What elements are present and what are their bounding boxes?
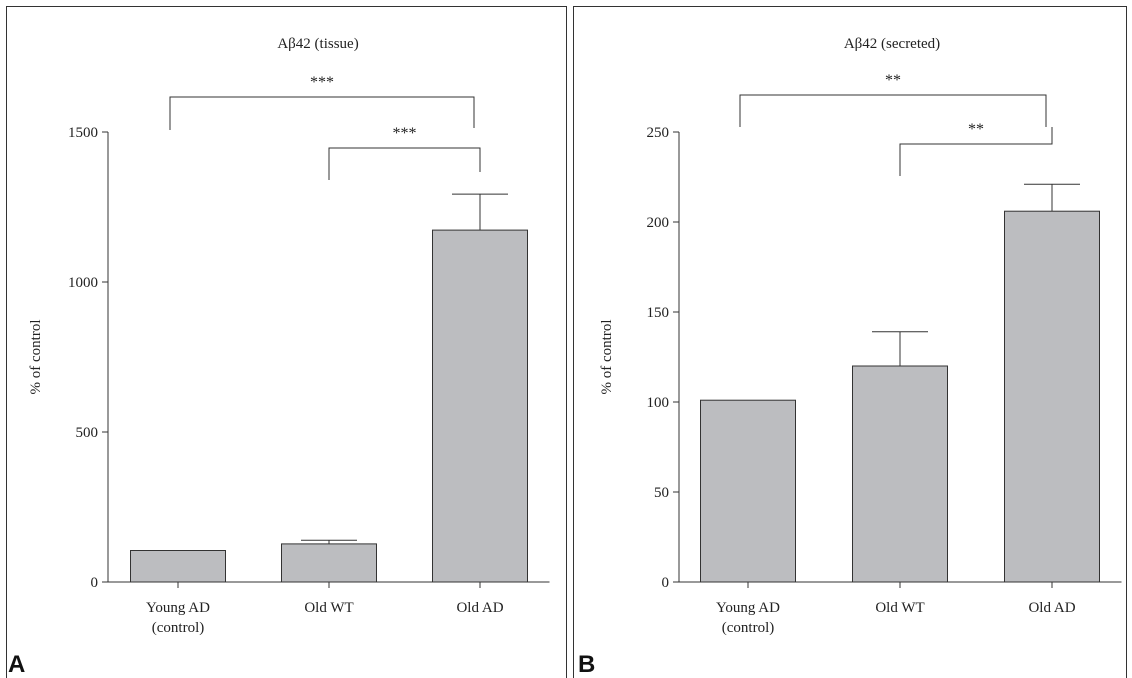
panel-b-y-tick-label: 0 [662,575,670,591]
panel-a-bar [281,543,377,583]
panel-b-significance-bracket [739,94,1047,127]
panel-a-chart-title: Aβ42 (tissue) [277,36,358,52]
panel-a-y-tick-label: 1500 [68,125,98,141]
panel-b-significance-label: ** [885,72,901,89]
panel-b-bar [1004,210,1100,583]
panel-b-x-tick-label: Old WT [875,600,924,616]
panel-b-y-axis-label: % of control [599,320,615,395]
panel-a-x-tick-label: Old AD [456,600,503,616]
panel-b-x-tick-label: Old AD [1028,600,1075,616]
panel-b-y-tick-label: 200 [647,215,670,231]
panel-a-x-tick-label: Old WT [304,600,353,616]
panel-a-significance-bracket [328,147,481,180]
panel-a-significance-label: *** [393,125,417,142]
panel-b-y-tick-label: 100 [647,395,670,411]
panel-a-bar [130,550,226,583]
panel-a-y-axis-label: % of control [28,320,44,395]
panel-a-significance-bracket [169,96,475,130]
panel-b-letter: B [578,651,595,678]
panel-a-y-tick-label: 0 [91,575,99,591]
panel-b-significance-bracket [899,127,1053,176]
panel-a-significance-label: *** [310,74,334,91]
panel-a-letter: A [8,651,25,678]
panel-a-y-tick-label: 500 [76,425,99,441]
panel-b-y-tick-label: 250 [647,125,670,141]
panel-b-y-tick-label: 50 [654,485,669,501]
panel-a-bar [432,229,528,583]
panel-b-chart-title: Aβ42 (secreted) [844,36,940,52]
panel-b-x-tick-label: Young AD [716,600,780,616]
panel-b-y-tick-label: 150 [647,305,670,321]
panel-b-significance-label: ** [968,121,984,138]
panel-b-x-tick-label: (control) [722,620,774,636]
panel-a-x-tick-label: Young AD [146,600,210,616]
panel-a-y-tick-label: 1000 [68,275,98,291]
panel-b-bar [852,365,948,583]
panel-b-bar [700,399,796,583]
panel-a-x-tick-label: (control) [152,620,204,636]
